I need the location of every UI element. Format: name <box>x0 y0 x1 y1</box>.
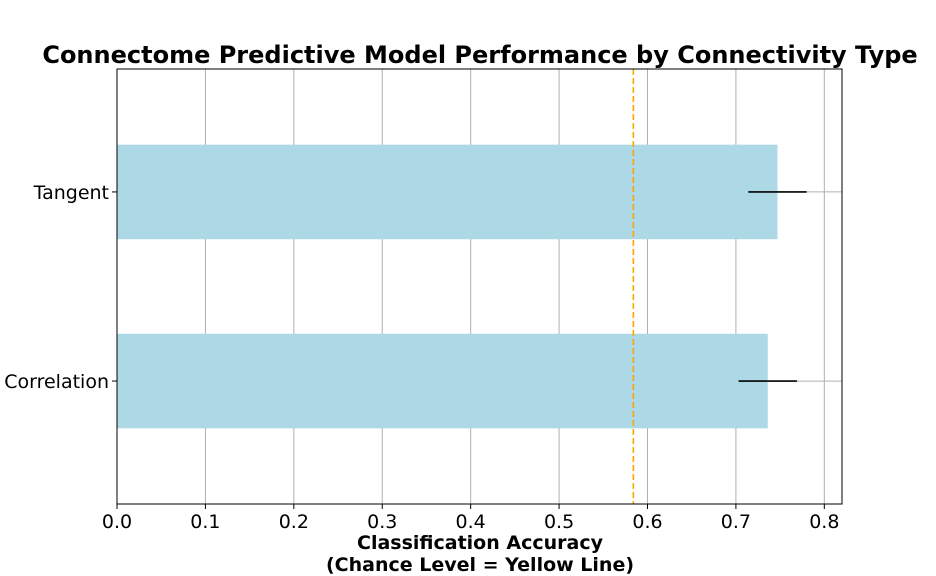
bars <box>117 144 778 429</box>
grid <box>116 69 842 504</box>
x-tick-label: 0.5 <box>544 511 574 533</box>
y-tick-label-tangent: Tangent <box>33 182 109 204</box>
bar-correlation <box>117 333 768 429</box>
x-axis-ticks: 0.0 0.1 0.2 0.3 0.4 0.5 0.6 0.7 0.8 <box>102 504 839 533</box>
y-axis-ticks: Correlation Tangent <box>4 182 117 393</box>
x-tick-label: 0.6 <box>632 511 662 533</box>
plot-frame <box>116 68 843 505</box>
x-tick-label: 0.0 <box>102 511 132 533</box>
bar-tangent <box>117 144 778 240</box>
x-tick-label: 0.3 <box>367 511 397 533</box>
x-axis-label-line-2: (Chance Level = Yellow Line) <box>326 554 634 576</box>
x-tick-label: 0.8 <box>809 511 839 533</box>
x-tick-label: 0.4 <box>456 511 486 533</box>
error-bars <box>738 191 807 382</box>
x-tick-label: 0.1 <box>190 511 220 533</box>
x-tick-label: 0.2 <box>279 511 309 533</box>
x-axis-label-line-1: Classification Accuracy <box>357 532 604 554</box>
y-tick-label-correlation: Correlation <box>4 371 109 393</box>
chart-title: Connectome Predictive Model Performance … <box>42 41 917 69</box>
x-tick-label: 0.7 <box>721 511 751 533</box>
